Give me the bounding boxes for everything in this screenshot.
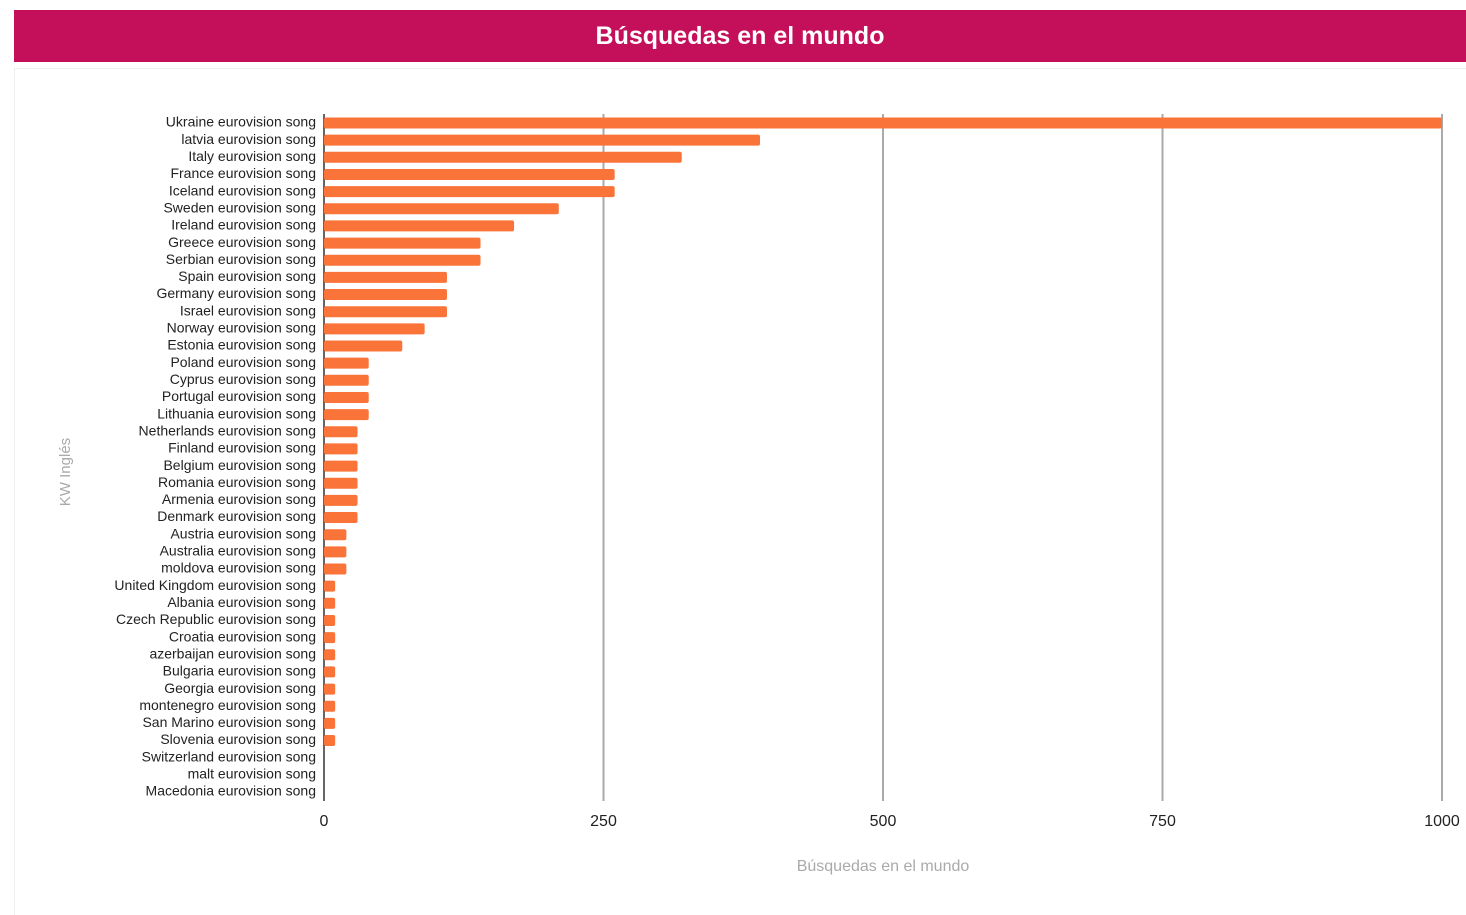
bar [324,254,481,266]
bar [324,220,515,232]
y-tick-label: Slovenia eurovision song [160,731,316,747]
bar [324,151,682,163]
bar [324,134,761,146]
bar [324,340,403,352]
bar [324,186,615,198]
y-tick-label: Estonia eurovision song [167,337,316,353]
y-tick-label: Finland eurovision song [168,440,316,456]
y-tick-label: Ireland eurovision song [171,217,316,233]
x-tick-label: 0 [320,813,329,830]
y-tick-label: malt eurovision song [188,766,316,782]
bar [324,409,369,421]
bar [324,494,358,506]
y-tick-label: Poland eurovision song [170,354,316,370]
bar [324,700,336,712]
bar [324,512,358,524]
bar [324,289,447,301]
y-tick-label: Serbian eurovision song [166,251,316,267]
y-tick-label: latvia eurovision song [181,131,316,147]
bar [324,203,559,215]
bar [324,323,425,335]
y-tick-label: Romania eurovision song [158,474,316,490]
x-tick-label: 1000 [1424,813,1460,830]
bar [324,237,481,249]
x-tick-label: 750 [1149,813,1176,830]
y-tick-label: Netherlands eurovision song [139,422,316,438]
x-tick-label: 250 [590,813,617,830]
bar [324,117,1442,129]
bar [324,306,447,318]
y-tick-label: moldova eurovision song [161,560,316,576]
y-tick-label: Armenia eurovision song [162,491,316,507]
bar [324,374,369,386]
bar [324,632,336,644]
bar [324,271,447,283]
y-tick-label: Lithuania eurovision song [157,405,316,421]
y-tick-label: Cyprus eurovision song [170,371,316,387]
y-tick-label: Georgia eurovision song [164,680,316,696]
bar [324,443,358,455]
bar [324,563,347,575]
y-tick-label: Macedonia eurovision song [146,783,316,799]
y-tick-label: Bulgaria eurovision song [163,663,316,679]
bar [324,717,336,729]
x-axis-label: Búsquedas en el mundo [797,858,970,875]
y-tick-label: Switzerland eurovision song [142,748,316,764]
y-tick-label: Sweden eurovision song [163,199,316,215]
y-tick-label: Spain eurovision song [178,268,316,284]
bar [324,614,336,626]
panel [14,68,1466,915]
bar [324,580,336,592]
y-tick-label: Portugal eurovision song [162,388,316,404]
bar [324,460,358,472]
y-tick-label: Italy eurovision song [188,148,316,164]
y-tick-label: azerbaijan eurovision song [149,645,316,661]
bar [324,735,336,747]
y-tick-label: Belgium eurovision song [163,457,316,473]
bar [324,357,369,369]
bar [324,426,358,438]
bar [324,666,336,678]
y-tick-label: Norway eurovision song [167,320,316,336]
y-tick-label: Israel eurovision song [180,302,316,318]
x-tick-label: 500 [870,813,897,830]
bar [324,597,336,609]
y-tick-label: Australia eurovision song [160,543,316,559]
bar [324,546,347,558]
bar [324,649,336,661]
bar [324,529,347,541]
y-tick-label: Czech Republic eurovision song [116,611,316,627]
y-tick-label: France eurovision song [170,165,316,181]
y-tick-label: Austria eurovision song [170,525,316,541]
y-tick-label: Greece eurovision song [168,234,316,250]
y-tick-label: Croatia eurovision song [169,628,316,644]
y-tick-label: montenegro eurovision song [139,697,316,713]
bar [324,391,369,403]
bar [324,168,615,180]
y-tick-label: United Kingdom eurovision song [114,577,316,593]
bar [324,683,336,695]
y-tick-label: Iceland eurovision song [169,182,316,198]
y-tick-label: San Marino eurovision song [142,714,316,730]
y-tick-label: Ukraine eurovision song [166,114,316,130]
y-tick-label: Albania eurovision song [167,594,316,610]
chart-title: Búsquedas en el mundo [14,10,1466,62]
bar [324,477,358,489]
y-tick-label: Germany eurovision song [156,285,316,301]
y-tick-label: Denmark eurovision song [157,508,316,524]
y-axis-label: KW Inglés [57,438,74,506]
